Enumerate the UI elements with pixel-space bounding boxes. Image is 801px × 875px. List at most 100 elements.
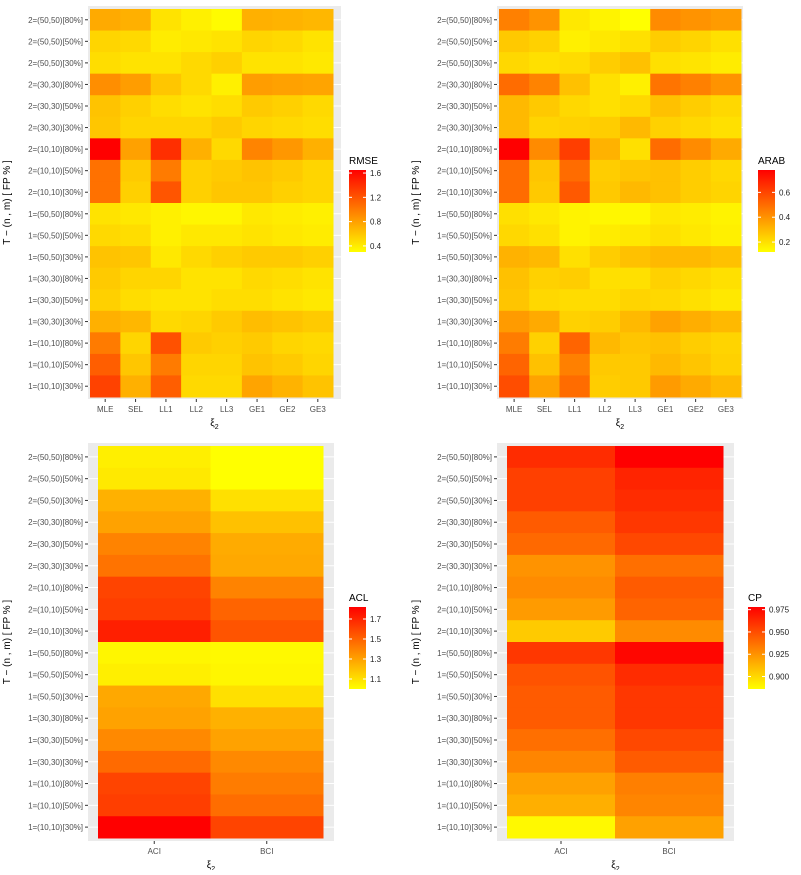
heatmap-cell	[181, 159, 212, 182]
heatmap-cell	[120, 138, 152, 161]
heatmap-cell	[272, 73, 304, 96]
heatmap-cell	[680, 310, 712, 333]
heatmap-cell	[98, 446, 211, 469]
x-tick-label: SEL	[537, 405, 553, 414]
heatmap-cell	[507, 489, 616, 512]
y-tick-label: 1=(50,50)[30%]	[28, 253, 83, 262]
y-tick-label: 2=(10,10)[30%]	[28, 188, 83, 197]
heatmap-cell	[507, 620, 616, 643]
heatmap-cell	[210, 729, 324, 752]
legend-tick-label: 0.4	[370, 242, 382, 251]
heatmap-cell	[507, 772, 616, 795]
heatmap-cell	[615, 467, 724, 491]
heatmap-cell	[620, 95, 651, 118]
heatmap-cell	[181, 73, 212, 96]
y-tick-label: 2=(30,30)[30%]	[28, 124, 83, 133]
y-tick-label: 1=(10,10)[50%]	[28, 361, 83, 370]
heatmap-cell	[150, 116, 182, 139]
heatmap-cell	[210, 467, 324, 491]
x-tick-label: GE1	[249, 405, 266, 414]
legend: ARAB 0.6 0.4 0.2	[758, 156, 791, 252]
y-tick-label: 2=(30,30)[80%]	[437, 80, 492, 89]
y-tick-label: 1=(50,50)[30%]	[28, 692, 83, 701]
y-tick-label: 2=(50,50)[30%]	[437, 59, 492, 68]
heatmap-cell	[507, 663, 616, 687]
heatmap-cell	[150, 310, 182, 333]
heatmap-panel-acl: 2=(50,50)[80%] 2=(50,50)[50%] 2=(50,50)[30…	[2, 443, 382, 873]
heatmap-cell	[302, 332, 334, 355]
legend-title: RMSE	[349, 156, 378, 167]
heatmap-cell	[90, 30, 121, 53]
heatmap-cell	[302, 116, 334, 139]
heatmap-cell	[710, 203, 742, 226]
x-tick-label: SEL	[128, 405, 144, 414]
heatmap-cell	[710, 9, 742, 32]
heatmap-cell	[210, 598, 324, 621]
heatmap-cell	[98, 663, 211, 687]
heatmap-cell	[680, 138, 712, 161]
heatmap-cell	[241, 310, 273, 333]
y-tick-label: 1=(30,30)[30%]	[28, 318, 83, 327]
heatmap-cell	[120, 181, 152, 204]
heatmap-cell	[559, 224, 591, 247]
heatmap-cell	[650, 332, 681, 355]
heatmap-cell	[98, 489, 211, 512]
heatmap-cell	[529, 310, 560, 333]
heatmap-cell	[272, 30, 304, 53]
heatmap-cell	[211, 310, 243, 333]
heatmap-cell	[680, 246, 712, 269]
heatmap-cell	[150, 52, 182, 75]
legend: CP 0.975 0.950 0.925 0.900	[748, 593, 790, 689]
heatmap-cell	[650, 246, 681, 269]
legend-tick-label: 0.975	[769, 606, 790, 615]
y-tick-label: 2=(30,30)[30%]	[28, 562, 83, 571]
y-tick-label: 2=(50,50)[50%]	[28, 475, 83, 484]
heatmap-cell	[499, 181, 530, 204]
heatmap-cell	[211, 9, 243, 32]
y-tick-label: 1=(10,10)[30%]	[28, 823, 83, 832]
heatmap-cell	[272, 95, 304, 118]
y-tick-label: 2=(30,30)[30%]	[437, 124, 492, 133]
heatmap-cell	[272, 138, 304, 161]
heatmap-cell	[559, 73, 591, 96]
heatmap-cell	[90, 267, 121, 290]
heatmap-cell	[559, 289, 591, 312]
y-tick-label: 2=(50,50)[30%]	[437, 496, 492, 505]
heatmap-cell	[589, 52, 621, 75]
x-tick-label: GE2	[279, 405, 296, 414]
heatmap-cell	[680, 224, 712, 247]
y-tick-label: 1=(30,30)[50%]	[28, 296, 83, 305]
heatmap-cell	[210, 489, 324, 512]
heatmap-cell	[529, 30, 560, 53]
legend-title: CP	[748, 593, 762, 604]
heatmap-cell	[507, 467, 616, 491]
heatmap-cell	[150, 246, 182, 269]
heatmap-cell	[241, 138, 273, 161]
heatmap-cell	[559, 203, 591, 226]
heatmap-cell	[120, 116, 152, 139]
heatmap-cell	[589, 246, 621, 269]
y-tick-label: 2=(50,50)[80%]	[437, 453, 492, 462]
heatmap-cell	[211, 159, 243, 182]
heatmap-cell	[559, 52, 591, 75]
heatmap-cell	[90, 310, 121, 333]
heatmap-cell	[302, 159, 334, 182]
x-tick-label: LL2	[190, 405, 204, 414]
y-tick-label: 1=(30,30)[50%]	[437, 736, 492, 745]
heatmap-cell	[615, 772, 724, 795]
heatmap-cell	[98, 598, 211, 621]
y-tick-label: 2=(30,30)[80%]	[28, 518, 83, 527]
y-tick-label: 1=(50,50)[30%]	[437, 253, 492, 262]
x-axis-title: ξ2	[207, 860, 215, 870]
heatmap-cell	[615, 554, 724, 578]
heatmap-cell	[710, 375, 742, 398]
heatmap-cell	[90, 181, 121, 204]
heatmap-cell	[710, 30, 742, 53]
heatmap-cell	[559, 267, 591, 290]
x-tick-label: GE3	[718, 405, 735, 414]
heatmap-cell	[559, 9, 591, 32]
heatmap-cell	[302, 224, 334, 247]
legend-tick-label: 0.925	[769, 650, 790, 659]
heatmap-cell	[241, 203, 273, 226]
x-axis-title: ξ2	[210, 418, 218, 431]
